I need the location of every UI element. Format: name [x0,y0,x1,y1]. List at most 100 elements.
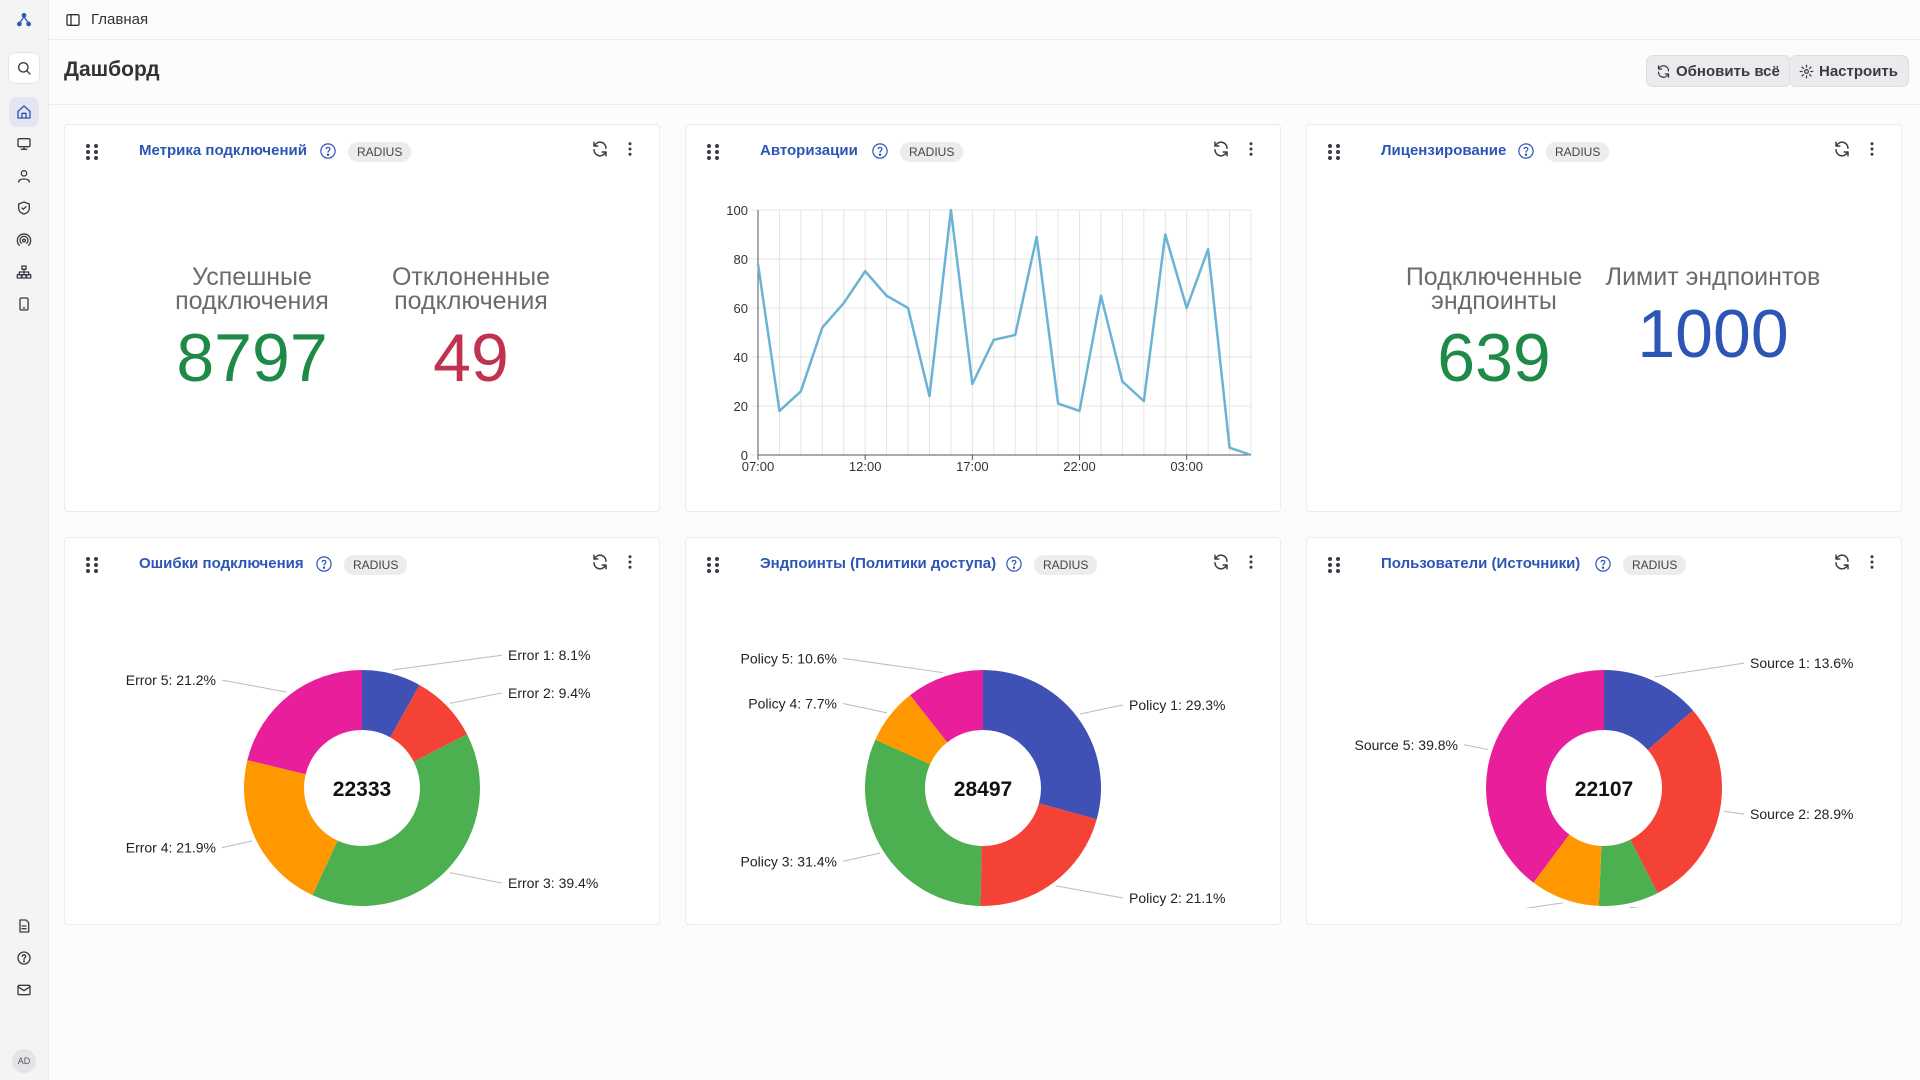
slice-label: Policy 5: 10.6% [741,650,838,666]
radius-badge: RADIUS [1623,555,1687,575]
leader-line [1723,810,1745,815]
refresh-icon[interactable] [1212,553,1230,571]
leader-line [842,657,944,674]
more-vertical-icon[interactable] [1863,553,1881,571]
radius-badge: RADIUS [1546,142,1610,162]
card-connection-errors: Ошибки подключения RADIUS Error 1: 8.1% E… [64,537,660,925]
slice-label: Policy 1: 29.3% [1129,697,1226,713]
card-title[interactable]: Эндпоинты (Политики доступа) [760,555,997,572]
more-vertical-icon[interactable] [1242,553,1260,571]
y-tick-label: 100 [726,203,748,218]
help-icon[interactable] [1005,555,1023,573]
drag-handle-icon[interactable] [85,143,99,161]
more-vertical-icon[interactable] [621,553,639,571]
refresh-icon[interactable] [1833,140,1851,158]
users-donut-chart: Source 1: 13.6%Source 2: 28.9%Source 3: … [1354,655,1854,908]
docs-icon[interactable] [9,911,39,941]
donut-slice [1486,670,1604,883]
x-tick-label: 03:00 [1170,459,1203,474]
y-tick-label: 40 [734,350,748,365]
slice-label: Error 3: 39.4% [508,875,598,891]
donut-slice [362,670,420,738]
phone-icon[interactable] [9,289,39,319]
sidebar-toggle-icon[interactable] [65,12,81,28]
connected-value: 639 [1437,320,1551,396]
drag-handle-icon[interactable] [85,556,99,574]
gear-icon [1799,64,1814,78]
drag-handle-icon[interactable] [706,556,720,574]
refresh-icon[interactable] [591,140,609,158]
user-icon[interactable] [9,161,39,191]
search-icon[interactable] [9,53,39,83]
slice-label: Error 2: 9.4% [508,685,590,701]
card-title[interactable]: Ошибки подключения [139,555,304,572]
x-tick-label: 12:00 [849,459,882,474]
leader-line [449,872,503,884]
donut-slice [312,734,480,906]
more-vertical-icon[interactable] [1863,140,1881,158]
drag-handle-icon[interactable] [1327,556,1341,574]
y-tick-label: 60 [734,301,748,316]
shield-icon[interactable] [9,193,39,223]
donut-slice [910,670,983,743]
x-tick-label: 22:00 [1063,459,1096,474]
donut-center-total: 22333 [333,778,391,801]
help-icon[interactable] [9,943,39,973]
x-tick-label: 17:00 [956,459,989,474]
slice-label: Source 2: 28.9% [1750,806,1854,822]
card-title[interactable]: Лицензирование [1381,142,1507,159]
avatar[interactable]: AD [12,1049,36,1073]
page-title: Дашборд [64,58,160,81]
card-connection-metrics: Метрика подключений RADIUS Успешные подк… [64,124,660,512]
radius-badge: RADIUS [348,142,412,162]
leader-line [1629,906,1640,908]
radius-icon[interactable] [9,225,39,255]
donut-slice [1630,710,1722,894]
configure-button[interactable]: Настроить [1789,55,1909,87]
donut-slice [983,670,1101,820]
logo-icon[interactable] [9,5,39,35]
leader-line [1654,662,1745,678]
refresh-icon[interactable] [1833,553,1851,571]
series-line [756,208,1252,457]
donut-slice [1598,839,1658,906]
card-title[interactable]: Авторизации [760,142,858,159]
monitor-icon[interactable] [9,129,39,159]
authorizations-line-chart: 0 20 40 60 80 100 07:00 12:00 17:00 22:00 03:00 [726,203,1252,474]
help-icon[interactable] [1594,555,1612,573]
card-title[interactable]: Метрика подключений [139,142,307,159]
refresh-icon[interactable] [1212,140,1230,158]
home-icon[interactable] [9,97,39,127]
help-icon[interactable] [319,142,337,160]
leader-line [1463,744,1489,751]
radius-badge: RADIUS [1034,555,1098,575]
refresh-all-button[interactable]: Обновить всё [1646,55,1791,87]
refresh-icon[interactable] [591,553,609,571]
radius-badge: RADIUS [344,555,408,575]
donut-slice [390,684,468,762]
more-vertical-icon[interactable] [1242,140,1260,158]
endpoints-donut-chart: Policy 1: 29.3% Policy 2: 21.1% Policy 3: … [741,650,1226,906]
drag-handle-icon[interactable] [706,143,720,161]
help-icon[interactable] [1517,142,1535,160]
more-vertical-icon[interactable] [621,140,639,158]
network-icon[interactable] [9,257,39,287]
x-tick-label: 07:00 [742,459,775,474]
mail-icon[interactable] [9,975,39,1005]
leader-line [392,654,503,671]
card-title[interactable]: Пользователи (Источники) [1381,555,1581,572]
top-bar: Главная [49,0,1920,40]
slice-label: Source 1: 13.6% [1750,655,1854,671]
help-icon[interactable] [315,555,333,573]
rejected-value: 49 [433,320,509,396]
leader-line [449,692,503,704]
donut-slice [875,695,948,765]
help-icon[interactable] [871,142,889,160]
donut-center-total: 28497 [954,778,1012,801]
leader-line [1079,704,1124,715]
breadcrumb[interactable]: Главная [91,11,149,28]
slice-label: Source 5: 39.8% [1354,737,1458,753]
limit-label: Лимит эндпоинтов [1605,263,1821,291]
drag-handle-icon[interactable] [1327,143,1341,161]
donut-slice [1533,834,1602,906]
